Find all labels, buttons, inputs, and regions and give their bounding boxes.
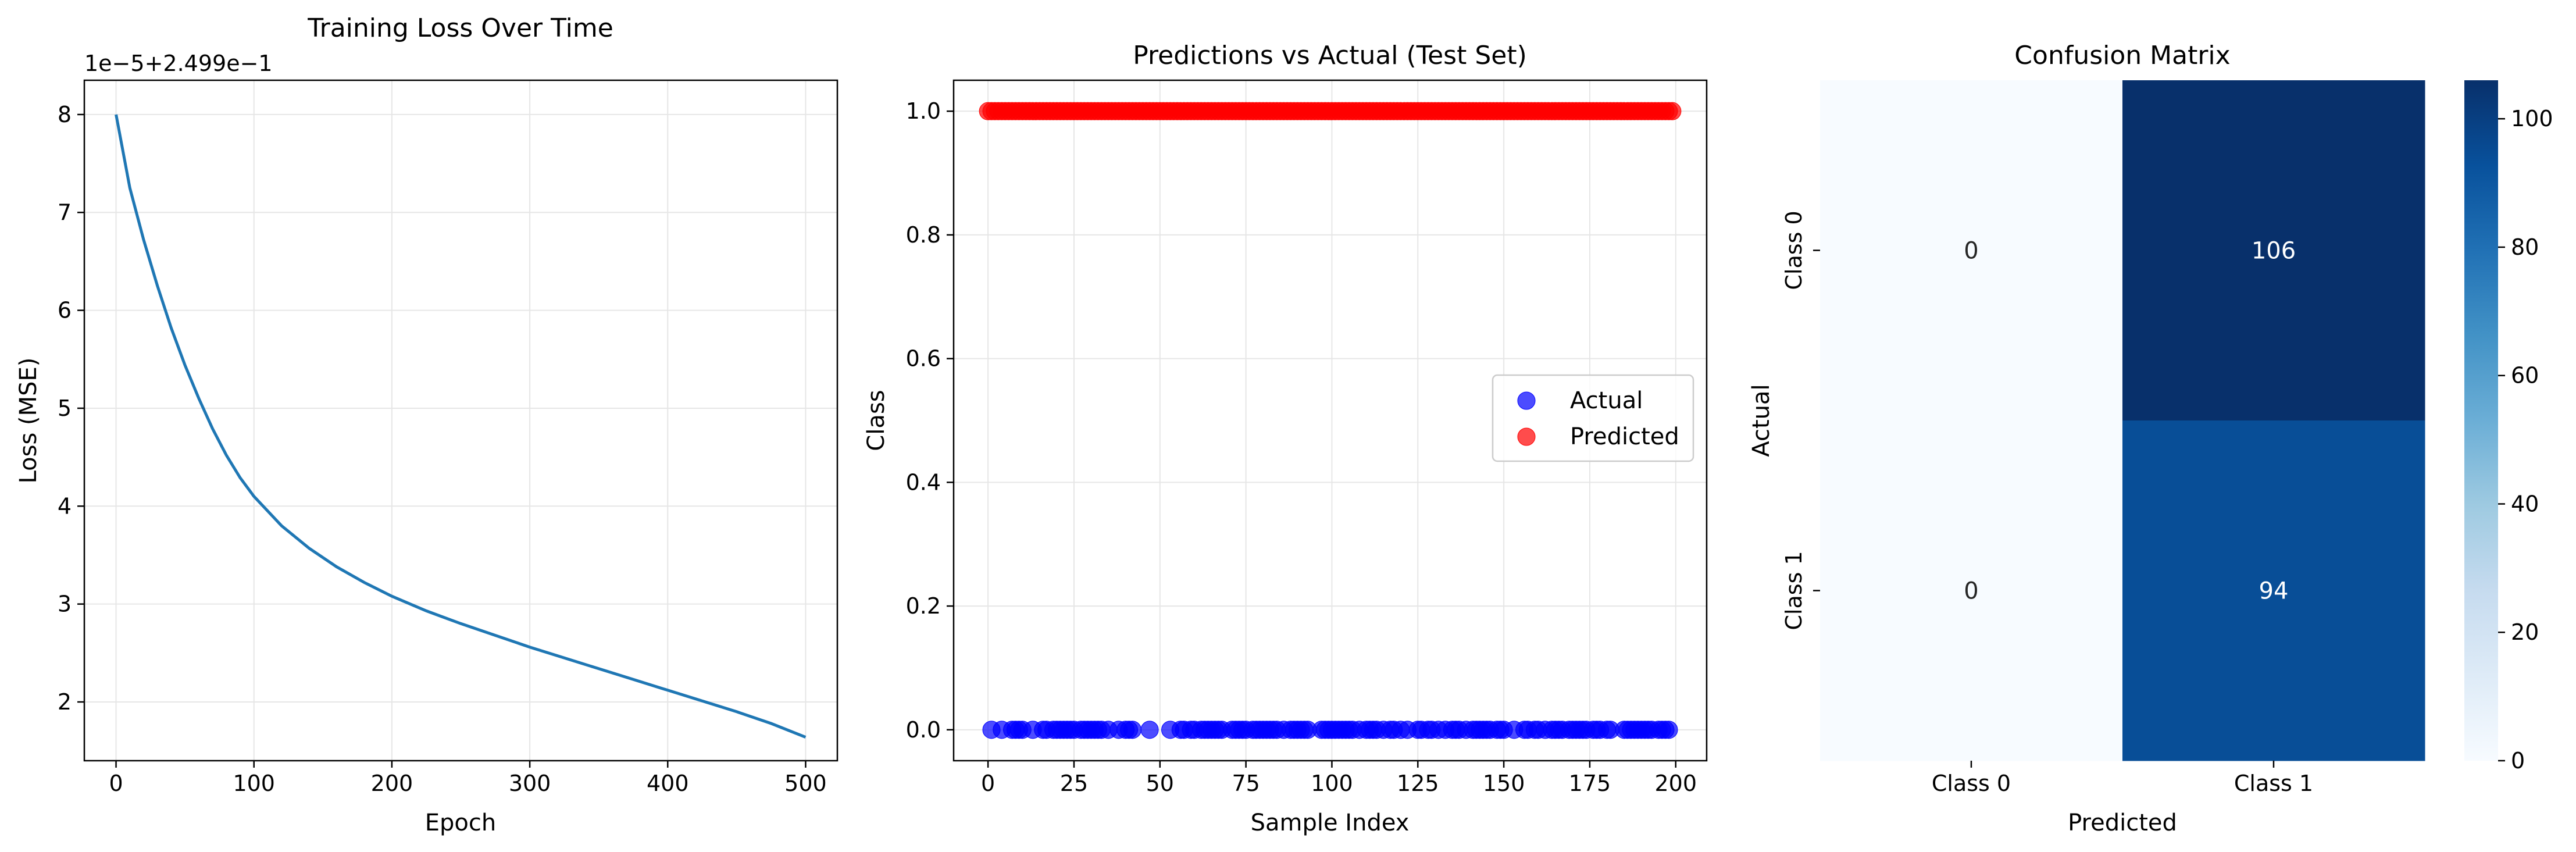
confusion-y-tick-label: Class 0: [1781, 211, 1807, 290]
predictions-y-tick-label: 0.2: [906, 593, 941, 619]
predictions-y-tick-label: 1.0: [906, 98, 941, 124]
confusion-cell-value: 94: [2259, 578, 2289, 605]
predictions-plot-frame: [952, 79, 1708, 762]
actual-point: [1140, 721, 1159, 739]
confusion-cell: [2122, 80, 2425, 421]
predictions-x-tick-label: 175: [1569, 771, 1611, 796]
predicted-series: [979, 102, 1682, 120]
predictions-x-tick-label: 100: [1311, 771, 1353, 796]
loss-chart-title: Training Loss Over Time: [307, 13, 613, 43]
colorbar: [2464, 80, 2498, 761]
predictions-y-tick-label: 0.4: [906, 469, 941, 495]
loss-y-tick-label: 3: [58, 591, 72, 617]
loss-y-axis-label: Loss (MSE): [15, 358, 42, 484]
predictions-y-tick-label: 0.6: [906, 346, 941, 372]
confusion-cell: [2122, 420, 2425, 761]
colorbar-tick-label: 20: [2511, 619, 2539, 645]
predictions-x-tick-label: 200: [1655, 771, 1697, 796]
confusion-y-tick-label: Class 1: [1781, 551, 1807, 630]
loss-y-tick-label: 4: [58, 493, 72, 519]
colorbar-tick-label: 80: [2511, 234, 2539, 260]
loss-y-tick-label: 6: [58, 298, 72, 323]
loss-x-tick-label: 200: [371, 771, 413, 796]
loss-y-tick-label: 5: [58, 395, 72, 421]
loss-x-tick-label: 100: [233, 771, 275, 796]
confusion-x-axis-label: Predicted: [2068, 810, 2177, 836]
predictions-legend: Actual Predicted: [1492, 374, 1694, 462]
colorbar-tick-label: 40: [2511, 491, 2539, 516]
confusion-cell-value: 106: [2252, 238, 2296, 265]
loss-chart: 0 100 200 300 400 500 2 3 4 5 6 7 8 Training Loss Ov…: [15, 13, 839, 836]
predicted-point: [1663, 102, 1682, 120]
predictions-y-tick-label: 0.0: [906, 717, 941, 743]
predictions-y-axis-label: Class: [863, 390, 890, 451]
loss-x-tick-label: 400: [647, 771, 689, 796]
loss-x-tick-label: 500: [784, 771, 827, 796]
predictions-x-tick-label: 50: [1146, 771, 1174, 796]
predictions-y-tick-label: 0.8: [906, 222, 941, 248]
confusion-cell-value: 0: [1964, 238, 1978, 265]
legend-predicted-label: Predicted: [1570, 423, 1679, 450]
predictions-chart: 0 25 50 75 100 125 150 175 200 0.0 0.2 0.4 0.6 0.8 1.0…: [863, 41, 1708, 836]
confusion-y-axis-label: Actual: [1748, 384, 1775, 457]
loss-x-axis-label: Epoch: [425, 810, 496, 836]
loss-y-tick-label: 2: [58, 689, 72, 715]
colorbar-tick-label: 60: [2511, 363, 2539, 388]
loss-x-tick-label: 300: [509, 771, 551, 796]
colorbar-tick-label: 0: [2511, 748, 2525, 773]
predictions-x-tick-label: 25: [1060, 771, 1088, 796]
legend-actual-label: Actual: [1570, 387, 1643, 414]
predictions-x-axis-label: Sample Index: [1251, 810, 1410, 836]
predictions-x-tick-label: 75: [1232, 771, 1260, 796]
colorbar-tick-label: 100: [2511, 106, 2553, 131]
confusion-x-tick-label: Class 1: [2234, 771, 2313, 796]
confusion-x-tick-label: Class 0: [1932, 771, 2011, 796]
confusion-cell-value: 0: [1964, 578, 1978, 605]
actual-point: [1660, 721, 1678, 739]
confusion-cell: [1820, 80, 2123, 421]
actual-series: [982, 721, 1678, 739]
legend-predicted-marker: [1517, 427, 1536, 446]
loss-y-tick-label: 8: [58, 102, 72, 127]
confusion-matrix-title: Confusion Matrix: [2014, 41, 2230, 70]
predictions-x-tick-label: 125: [1397, 771, 1439, 796]
confusion-cell: [1820, 420, 2123, 761]
legend-actual-marker: [1517, 391, 1536, 410]
loss-series-line: [115, 114, 807, 739]
predictions-x-tick-label: 150: [1483, 771, 1525, 796]
predictions-x-tick-label: 0: [981, 771, 995, 796]
predictions-chart-title: Predictions vs Actual (Test Set): [1133, 41, 1527, 70]
legend-box: [1492, 374, 1694, 462]
loss-y-tick-label: 7: [58, 199, 72, 225]
confusion-matrix-chart: 0 106 0 94 Class 0 Class 1 Class 0 Class 1 Con…: [1748, 41, 2553, 836]
loss-plot-frame: [83, 79, 839, 762]
loss-offset-label: 1e−5+2.499e−1: [84, 51, 273, 76]
loss-x-tick-label: 0: [109, 771, 123, 796]
actual-point: [1123, 721, 1141, 739]
